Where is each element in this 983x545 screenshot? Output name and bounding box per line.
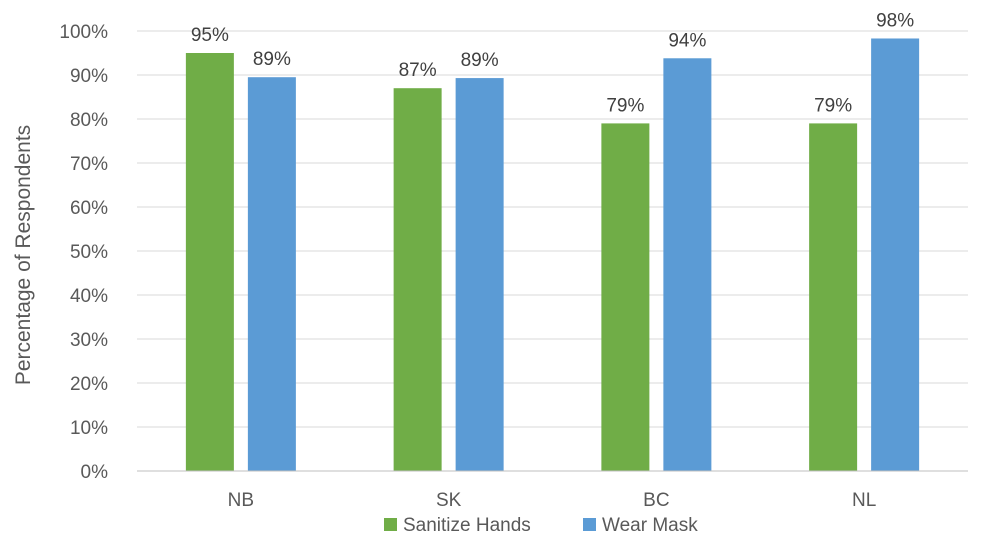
y-tick-label: 10%: [70, 418, 108, 439]
y-tick-label: 80%: [70, 110, 108, 131]
x-category-label: NL: [852, 490, 876, 511]
y-tick-label: 90%: [70, 66, 108, 87]
bar-sanitize-hands-nl: [809, 123, 858, 472]
data-label: 98%: [876, 10, 914, 31]
y-tick-label: 100%: [59, 22, 108, 43]
data-labels: 95% 89% 87% 89% 79% 94% 79% 98%: [191, 10, 914, 116]
y-axis-title: Percentage of Respondents: [12, 125, 35, 385]
y-tick-label: 20%: [70, 374, 108, 395]
bar-sanitize-hands-sk: [393, 88, 442, 471]
data-label: 79%: [606, 95, 644, 116]
data-label: 89%: [253, 49, 291, 70]
x-category-label: BC: [643, 490, 669, 511]
legend-swatch: [384, 518, 397, 531]
y-tick-label: 60%: [70, 198, 108, 219]
legend-swatch: [583, 518, 596, 531]
y-tick-label: 0%: [81, 462, 109, 483]
x-category-label: SK: [436, 490, 462, 511]
bar-wear-mask-nb: [247, 77, 296, 471]
x-category-label: NB: [228, 490, 254, 511]
legend-label: Sanitize Hands: [403, 515, 531, 536]
data-label: 87%: [399, 60, 437, 81]
bars: [185, 38, 920, 472]
bar-wear-mask-bc: [663, 58, 712, 471]
data-label: 94%: [668, 30, 706, 51]
data-label: 79%: [814, 95, 852, 116]
y-tick-label: 30%: [70, 330, 108, 351]
bar-wear-mask-sk: [455, 78, 504, 471]
data-label: 95%: [191, 25, 229, 46]
y-tick-label: 70%: [70, 154, 108, 175]
y-axis-ticks: 0% 10% 20% 30% 40% 50% 60% 70% 80% 90% 100%: [59, 22, 108, 483]
bar-sanitize-hands-nb: [185, 53, 234, 471]
y-tick-label: 40%: [70, 286, 108, 307]
legend: Sanitize Hands Wear Mask: [384, 515, 698, 536]
legend-label: Wear Mask: [602, 515, 698, 536]
bar-sanitize-hands-bc: [601, 123, 650, 472]
y-tick-label: 50%: [70, 242, 108, 263]
bar-wear-mask-nl: [871, 38, 920, 471]
x-axis-categories: NB SK BC NL: [228, 490, 877, 511]
data-label: 89%: [461, 50, 499, 71]
